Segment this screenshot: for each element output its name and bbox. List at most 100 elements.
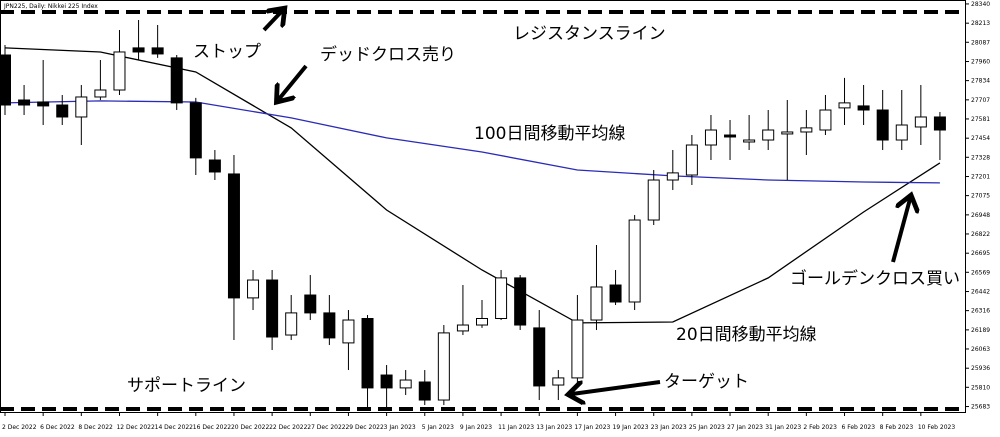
candle-body bbox=[18, 99, 31, 106]
candle-body bbox=[571, 319, 584, 379]
x-tick-label: 2 Feb 2023 bbox=[803, 424, 837, 431]
x-tick-label: 8 Dec 2022 bbox=[78, 424, 113, 431]
candle-body bbox=[819, 109, 832, 131]
y-tick-label: 27328 bbox=[971, 154, 990, 161]
candle-body bbox=[666, 172, 679, 181]
candle-body bbox=[762, 129, 775, 141]
x-tick-label: 22 Dec 2022 bbox=[269, 424, 308, 431]
x-tick-label: 25 Jan 2023 bbox=[689, 424, 725, 431]
candle-body bbox=[37, 101, 50, 107]
y-tick-label: 26695 bbox=[971, 250, 990, 257]
y-tick-label: 25936 bbox=[971, 365, 990, 372]
candle-body bbox=[609, 284, 622, 303]
x-tick-label: 20 Dec 2022 bbox=[231, 424, 270, 431]
candle-body bbox=[514, 277, 527, 326]
candle-body bbox=[647, 179, 660, 221]
x-tick-label: 31 Jan 2023 bbox=[765, 424, 801, 431]
candle-body bbox=[323, 312, 336, 339]
candle-body bbox=[361, 318, 374, 389]
candle-body bbox=[418, 381, 431, 401]
annotation: 100日間移動平均線 bbox=[474, 124, 625, 144]
candle-body bbox=[838, 102, 851, 109]
y-tick-label: 26569 bbox=[971, 269, 990, 276]
candle-body bbox=[380, 374, 393, 389]
arrow bbox=[891, 199, 910, 263]
x-tick-label: 11 Jan 2023 bbox=[498, 424, 534, 431]
x-tick-label: 5 Jan 2023 bbox=[422, 424, 454, 431]
x-tick-label: 6 Feb 2023 bbox=[842, 424, 876, 431]
x-tick-label: 19 Jan 2023 bbox=[613, 424, 649, 431]
x-tick-label: 27 Jan 2023 bbox=[727, 424, 763, 431]
candle-body bbox=[495, 277, 508, 320]
chart-title: JPN225, Daily: Nikkei 225 Index bbox=[3, 3, 98, 10]
x-tick-label: 27 Dec 2022 bbox=[307, 424, 346, 431]
y-tick-label: 26442 bbox=[971, 289, 990, 296]
x-tick-label: 3 Jan 2023 bbox=[384, 424, 416, 431]
y-tick-label: 28087 bbox=[971, 39, 990, 46]
candle-body bbox=[724, 134, 737, 138]
y-tick-label: 27960 bbox=[971, 59, 990, 66]
candle-body bbox=[0, 54, 11, 106]
candle-body bbox=[743, 139, 756, 143]
candle-body bbox=[132, 47, 145, 53]
candle-body bbox=[227, 173, 240, 299]
x-tick-label: 6 Dec 2022 bbox=[40, 424, 75, 431]
candle-body bbox=[704, 129, 717, 146]
y-tick-label: 27454 bbox=[971, 135, 990, 142]
x-tick-label: 12 Dec 2022 bbox=[116, 424, 155, 431]
arrow bbox=[572, 380, 661, 394]
x-tick-label: 2 Dec 2022 bbox=[2, 424, 37, 431]
candle-body bbox=[285, 312, 298, 336]
y-tick-label: 28213 bbox=[971, 20, 990, 27]
x-tick-label: 23 Jan 2023 bbox=[651, 424, 687, 431]
arrow bbox=[279, 64, 308, 99]
candle-body bbox=[914, 116, 927, 128]
y-tick-label: 27834 bbox=[971, 78, 990, 85]
candle-body bbox=[781, 131, 794, 135]
candle-body bbox=[895, 124, 908, 141]
annotation: ターゲット bbox=[664, 372, 749, 392]
candle-body bbox=[685, 144, 698, 176]
y-tick-label: 27075 bbox=[971, 193, 990, 200]
ma-line bbox=[4, 100, 940, 184]
candle-body bbox=[800, 127, 813, 133]
y-tick-label: 26822 bbox=[971, 231, 990, 238]
candle-body bbox=[552, 377, 565, 386]
annotation: レジスタンスライン bbox=[513, 24, 666, 44]
annotation: ゴールデンクロス買い bbox=[790, 268, 960, 289]
candle-body bbox=[94, 89, 107, 98]
y-tick-label: 28340 bbox=[971, 1, 990, 8]
candle-body bbox=[933, 116, 946, 131]
x-tick-label: 8 Feb 2023 bbox=[880, 424, 914, 431]
annotation: 20日間移動平均線 bbox=[676, 325, 817, 345]
candle-body bbox=[456, 324, 469, 332]
arrows bbox=[262, 11, 910, 394]
y-tick-label: 27201 bbox=[971, 174, 990, 181]
arrow bbox=[262, 11, 282, 32]
candle-body bbox=[628, 219, 641, 303]
candle-body bbox=[590, 286, 603, 321]
candle-body bbox=[437, 332, 450, 401]
y-tick-label: 27581 bbox=[971, 116, 990, 123]
y-tick-label: 27707 bbox=[971, 97, 990, 104]
x-tick-label: 14 Dec 2022 bbox=[155, 424, 194, 431]
y-tick-label: 26063 bbox=[971, 346, 990, 353]
x-tick-label: 10 Feb 2023 bbox=[918, 424, 956, 431]
y-tick-label: 26189 bbox=[971, 327, 990, 334]
candle-body bbox=[399, 379, 412, 389]
candle-body bbox=[247, 279, 260, 299]
x-tick-label: 29 Dec 2022 bbox=[345, 424, 384, 431]
candle-body bbox=[56, 104, 69, 118]
y-tick-label: 26948 bbox=[971, 212, 990, 219]
annotation: デッドクロス売り bbox=[320, 44, 456, 65]
candle-body bbox=[876, 109, 889, 141]
annotation: ストップ bbox=[193, 42, 261, 62]
x-tick-label: 9 Jan 2023 bbox=[460, 424, 492, 431]
candle-body bbox=[476, 318, 488, 326]
y-tick-label: 25683 bbox=[971, 404, 990, 411]
x-tick-label: 17 Jan 2023 bbox=[574, 424, 610, 431]
candle-body bbox=[75, 96, 88, 118]
candle-body bbox=[170, 57, 183, 104]
x-tick-label: 13 Jan 2023 bbox=[536, 424, 572, 431]
